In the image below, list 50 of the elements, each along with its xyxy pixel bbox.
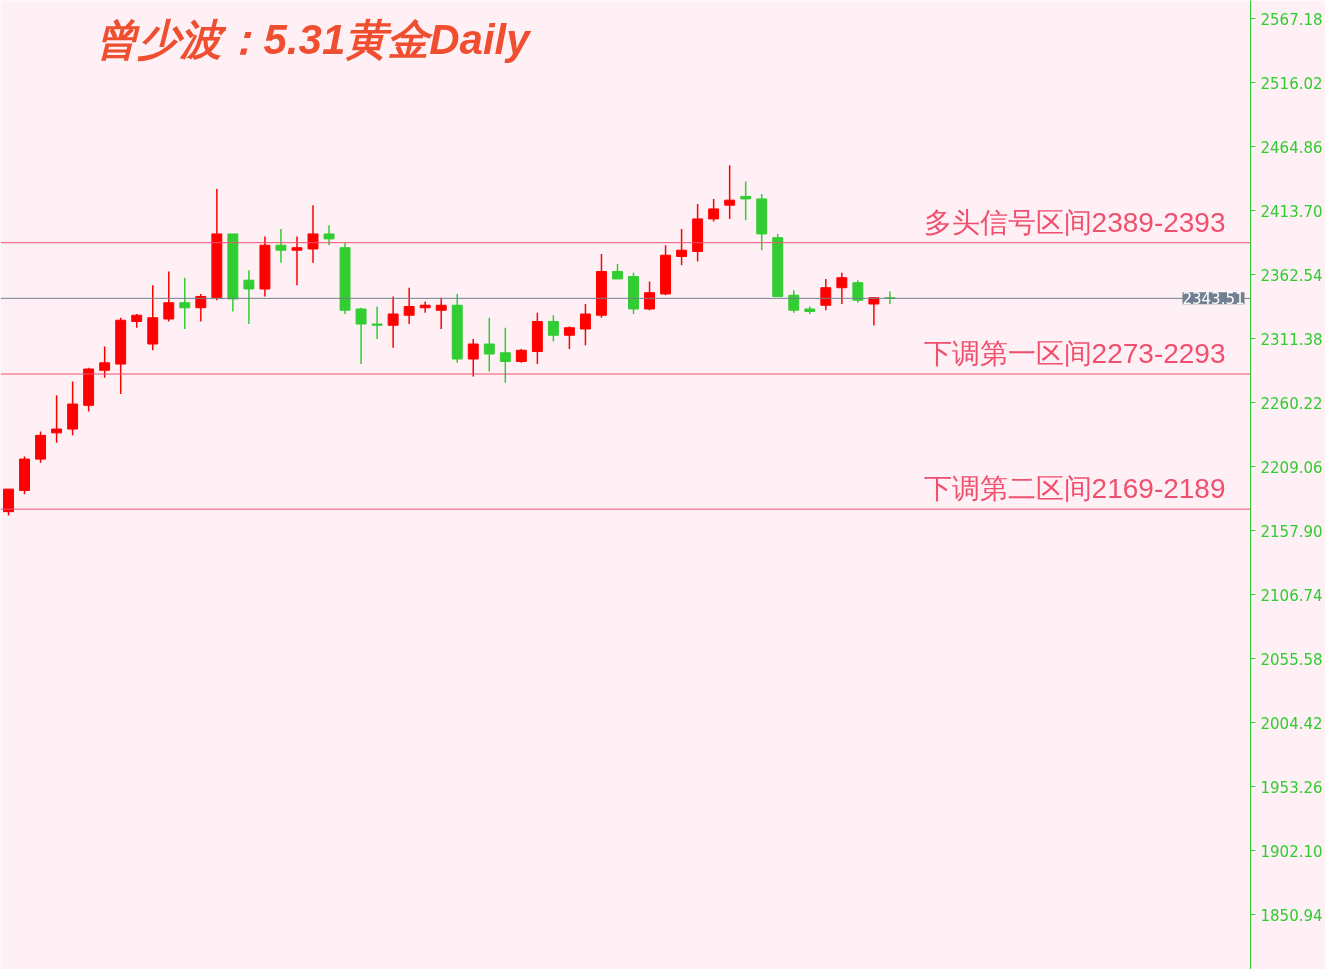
y-tick-label: 2055.58: [1260, 650, 1323, 669]
candlestick: [820, 278, 832, 311]
candlestick: [307, 204, 319, 264]
candlestick: [51, 394, 63, 444]
y-tick-label: 2464.86: [1260, 138, 1323, 157]
ref-line-label: 2343.51: [1182, 290, 1245, 309]
candlestick: [852, 279, 864, 304]
chart-title: 曾少波：5.31黄金Daily: [95, 15, 533, 63]
candlestick: [355, 306, 367, 365]
candlestick: [291, 235, 303, 286]
y-tick-label: 2004.42: [1260, 714, 1323, 733]
candlestick: [499, 327, 511, 384]
candlestick: [836, 271, 848, 305]
candlestick: [676, 228, 688, 266]
y-tick-label: 2413.70: [1260, 202, 1323, 221]
ref-line-label: 多头信号区间2389-2393: [923, 206, 1226, 238]
y-tick-label: 1902.10: [1260, 842, 1323, 861]
candlestick: [275, 228, 287, 264]
candlestick: [179, 276, 191, 330]
candlestick: [579, 303, 591, 347]
y-tick-label: 2311.38: [1260, 330, 1323, 349]
candlestick: [99, 345, 111, 379]
y-tick-label: 1850.94: [1260, 906, 1323, 925]
ref-line-label: 下调第二区间2169-2189: [923, 473, 1226, 505]
candlestick: [163, 270, 175, 323]
candlestick: [724, 164, 736, 220]
candlestick: [3, 488, 14, 517]
candlestick: [243, 269, 255, 325]
candlestick: [708, 198, 720, 223]
candlestick: [467, 338, 479, 378]
y-tick-label: 2209.06: [1260, 458, 1323, 477]
y-tick-label: 2567.18: [1260, 10, 1323, 29]
candlestick: [195, 293, 207, 323]
candlestick: [35, 430, 47, 464]
candlestick: [435, 296, 447, 330]
y-tick-label: 2260.22: [1260, 394, 1323, 413]
candlestick: [371, 305, 383, 340]
candlestick: [547, 314, 559, 343]
y-tick-label: 2157.90: [1260, 522, 1323, 541]
candlestick: [868, 296, 880, 326]
candlestick: [483, 317, 495, 373]
y-tick-label: 2516.02: [1260, 74, 1323, 93]
y-tick-label: 1953.26: [1260, 778, 1323, 797]
candlestick: [387, 295, 399, 349]
y-tick-label: 2362.54: [1260, 266, 1323, 285]
ref-line-label: 下调第一区间2273-2293: [923, 338, 1226, 370]
candlestick: [323, 224, 335, 246]
candlestick: [740, 180, 752, 221]
candlestick: [403, 286, 415, 325]
y-tick-label: 2106.74: [1260, 586, 1323, 605]
